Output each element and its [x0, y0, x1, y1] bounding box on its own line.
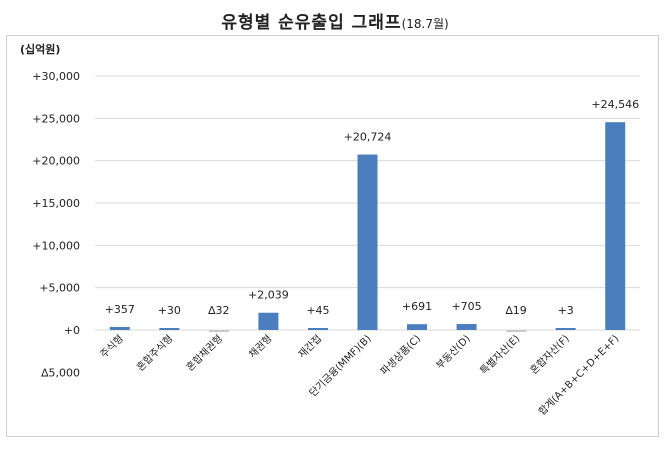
category-label: 부동산(D): [434, 333, 473, 372]
data-label: +691: [402, 300, 432, 313]
category-label: 혼합자산(F): [527, 332, 572, 377]
bar: [407, 324, 428, 330]
y-tick-label: +30,000: [32, 70, 80, 83]
category-label: 혼합채권형: [183, 332, 225, 374]
bar: [605, 122, 626, 330]
bar: [506, 330, 527, 332]
bar: [159, 328, 180, 330]
category-label: 채권형: [247, 333, 275, 361]
bar: [307, 328, 328, 330]
category-label: 재간접: [296, 333, 324, 361]
y-tick-label: +0: [64, 324, 80, 337]
bar: [555, 328, 576, 330]
data-label: +3: [558, 304, 574, 317]
chart-title-main: 유형별 순유출입 그래프: [221, 13, 402, 33]
y-axis-unit-label: (십억원): [20, 42, 60, 56]
data-label: +705: [451, 300, 481, 313]
bar: [208, 330, 229, 332]
data-label: +45: [306, 304, 329, 317]
bar: [109, 326, 130, 330]
chart-title-period: (18.7월): [401, 17, 449, 31]
data-label: ∆19: [504, 304, 526, 317]
chart-frame: [6, 35, 659, 437]
category-label: 파생상품(C): [378, 333, 423, 378]
y-tick-label: ∆5,000: [40, 366, 80, 379]
bar: [258, 312, 279, 330]
bar: [357, 154, 378, 330]
chart-title: 유형별 순유출입 그래프(18.7월): [0, 8, 670, 33]
y-tick-label: +25,000: [32, 112, 80, 125]
y-tick-label: +15,000: [32, 197, 80, 210]
y-tick-label: +10,000: [32, 239, 80, 252]
category-label: 합계(A+B+C+D+E+F): [536, 333, 621, 418]
data-label: +357: [105, 303, 135, 316]
category-label: 혼합주식형: [134, 332, 176, 374]
y-tick-label: +20,000: [32, 155, 80, 168]
y-tick-label: +5,000: [39, 282, 80, 295]
category-label: 특별자산(E): [478, 333, 523, 378]
bar: [456, 324, 477, 330]
category-label: 주식형: [98, 333, 126, 361]
data-label: +30: [158, 304, 181, 317]
data-label: +24,546: [591, 98, 639, 111]
data-label: ∆32: [207, 304, 229, 317]
data-label: +20,724: [344, 131, 392, 144]
data-label: +2,039: [248, 289, 289, 302]
